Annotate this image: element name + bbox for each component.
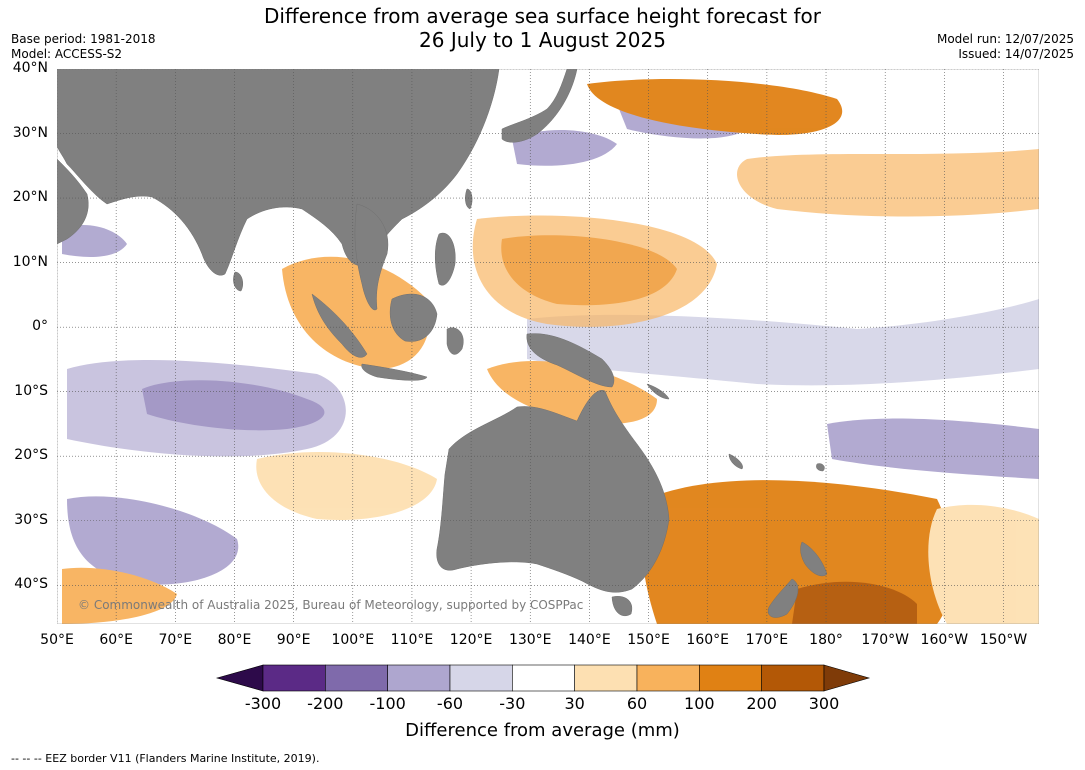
land-arabia xyxy=(57,158,89,245)
map-title: Difference from average sea surface heig… xyxy=(0,4,1085,52)
eez-footnote: -- -- -- EEZ border V11 (Flanders Marine… xyxy=(11,752,320,765)
longitude-label: 180° xyxy=(809,632,843,648)
longitude-label: 50°E xyxy=(40,632,74,648)
copyright-notice: © Commonwealth of Australia 2025, Bureau… xyxy=(78,598,584,612)
colorbar-swatch xyxy=(449,664,513,692)
land-new-caledonia xyxy=(728,453,743,470)
longitude-label: 150°E xyxy=(627,632,670,648)
issued-date: Issued: 14/07/2025 xyxy=(958,47,1074,61)
anomaly-positive-east-pacific xyxy=(928,504,1039,624)
colorbar-tick-label: 100 xyxy=(684,694,715,713)
anomaly-positive-southwest-indian xyxy=(62,567,177,624)
land-new-zealand-south xyxy=(767,578,799,618)
colorbar-tick-label: -100 xyxy=(369,694,406,713)
anomaly-positive-north-pacific-halo xyxy=(737,149,1039,217)
land-indochina xyxy=(354,203,389,311)
land-sumatra xyxy=(311,293,368,358)
land-asia xyxy=(57,69,500,276)
land-java xyxy=(361,363,428,381)
longitude-label: 160°E xyxy=(686,632,729,648)
colorbar-swatch xyxy=(387,664,451,692)
colorbar xyxy=(215,664,871,692)
land-masses xyxy=(57,69,828,618)
colorbar-tick-label: -300 xyxy=(244,694,282,713)
colorbar-extend-high xyxy=(823,664,871,692)
anomaly-negative-nw-pacific xyxy=(512,129,617,166)
latitude-label: 30°S xyxy=(14,511,48,528)
longitude-label: 110°E xyxy=(390,632,434,648)
colorbar-title: Difference from average (mm) xyxy=(405,720,680,741)
latitude-label: 20°N xyxy=(12,189,48,206)
metadata-left: Base period: 1981-2018 Model: ACCESS-S2 xyxy=(11,32,156,62)
model-run-date: Model run: 12/07/2025 xyxy=(936,32,1074,46)
land-tasmania xyxy=(611,596,633,617)
anomaly-negative-arabian-sea xyxy=(62,224,127,257)
graticule xyxy=(57,69,1039,624)
metadata-right: Model run: 12/07/2025 Issued: 14/07/2025 xyxy=(937,32,1074,62)
colorbar-tick-label: -200 xyxy=(307,694,344,713)
land-new-zealand-north xyxy=(800,541,828,577)
colorbar-extend-low xyxy=(215,664,264,692)
longitude-label: 130°E xyxy=(508,632,552,648)
colorbar-swatch xyxy=(761,664,825,692)
colorbar-tick-label: 30 xyxy=(564,694,585,713)
anomaly-positive-tasman-core xyxy=(792,581,917,624)
longitude-label: 170°E xyxy=(745,632,789,648)
longitude-label: 70°E xyxy=(158,632,193,648)
latitude-label: 20°S xyxy=(14,447,48,464)
colorbar-swatch xyxy=(636,664,700,692)
latitude-label: 10°S xyxy=(14,382,48,399)
longitude-label: 170°W xyxy=(861,632,909,648)
longitude-label: 140°E xyxy=(568,632,611,648)
latitude-label: 30°N xyxy=(12,124,48,141)
colorbar-tick-label: -60 xyxy=(436,694,464,713)
sea-height-anomaly-map xyxy=(57,69,1039,624)
longitude-label: 90°E xyxy=(276,632,311,648)
colorbar-swatch xyxy=(262,664,326,692)
anomaly-positive-coral-sea xyxy=(487,360,657,424)
land-sri-lanka xyxy=(233,271,243,292)
land-philippines xyxy=(435,232,456,286)
latitude-label: 10°N xyxy=(12,253,48,270)
anomaly-positive-maritime-continent xyxy=(282,256,430,369)
land-sulawesi xyxy=(446,327,464,355)
colorbar-swatch xyxy=(325,664,388,692)
land-new-guinea xyxy=(526,333,615,388)
anomaly-positive-philippine-sea-halo xyxy=(472,215,717,327)
anomaly-field xyxy=(62,79,1039,624)
anomaly-positive-north-pacific xyxy=(587,79,843,135)
anomaly-negative-south-indian xyxy=(67,496,239,585)
longitude-label: 60°E xyxy=(99,632,133,648)
longitude-label: 100°E xyxy=(331,632,375,648)
longitude-label: 160°W xyxy=(920,632,969,648)
colorbar-swatch xyxy=(512,664,575,692)
anomaly-positive-south-indian-spots xyxy=(256,451,437,520)
land-fiji xyxy=(816,463,825,472)
longitude-label: 150°W xyxy=(979,632,1028,648)
latitude-label: 0° xyxy=(32,318,48,335)
colorbar-tick-label: 200 xyxy=(746,694,777,713)
base-period: Base period: 1981-2018 xyxy=(11,32,156,46)
colorbar-tick-label: 300 xyxy=(808,694,840,713)
land-borneo xyxy=(389,293,438,342)
longitude-label: 80°E xyxy=(217,632,252,648)
anomaly-negative-indian-ocean-halo xyxy=(67,359,346,457)
colorbar-tick-label: -30 xyxy=(499,694,526,713)
longitude-label: 120°E xyxy=(449,632,493,648)
anomaly-negative-eq-pacific xyxy=(527,299,1039,386)
latitude-label: 40°N xyxy=(12,60,48,76)
land-australia xyxy=(436,389,670,593)
map-title-line2: 26 July to 1 August 2025 xyxy=(419,28,666,52)
model-name: Model: ACCESS-S2 xyxy=(11,47,123,61)
latitude-label: 40°S xyxy=(14,576,48,593)
colorbar-tick-label: 60 xyxy=(626,694,648,713)
land-taiwan xyxy=(465,188,473,210)
colorbar-swatch xyxy=(699,664,762,692)
map-title-line1: Difference from average sea surface heig… xyxy=(263,4,822,28)
colorbar-swatch xyxy=(574,664,638,692)
anomaly-negative-south-pacific xyxy=(827,418,1039,479)
